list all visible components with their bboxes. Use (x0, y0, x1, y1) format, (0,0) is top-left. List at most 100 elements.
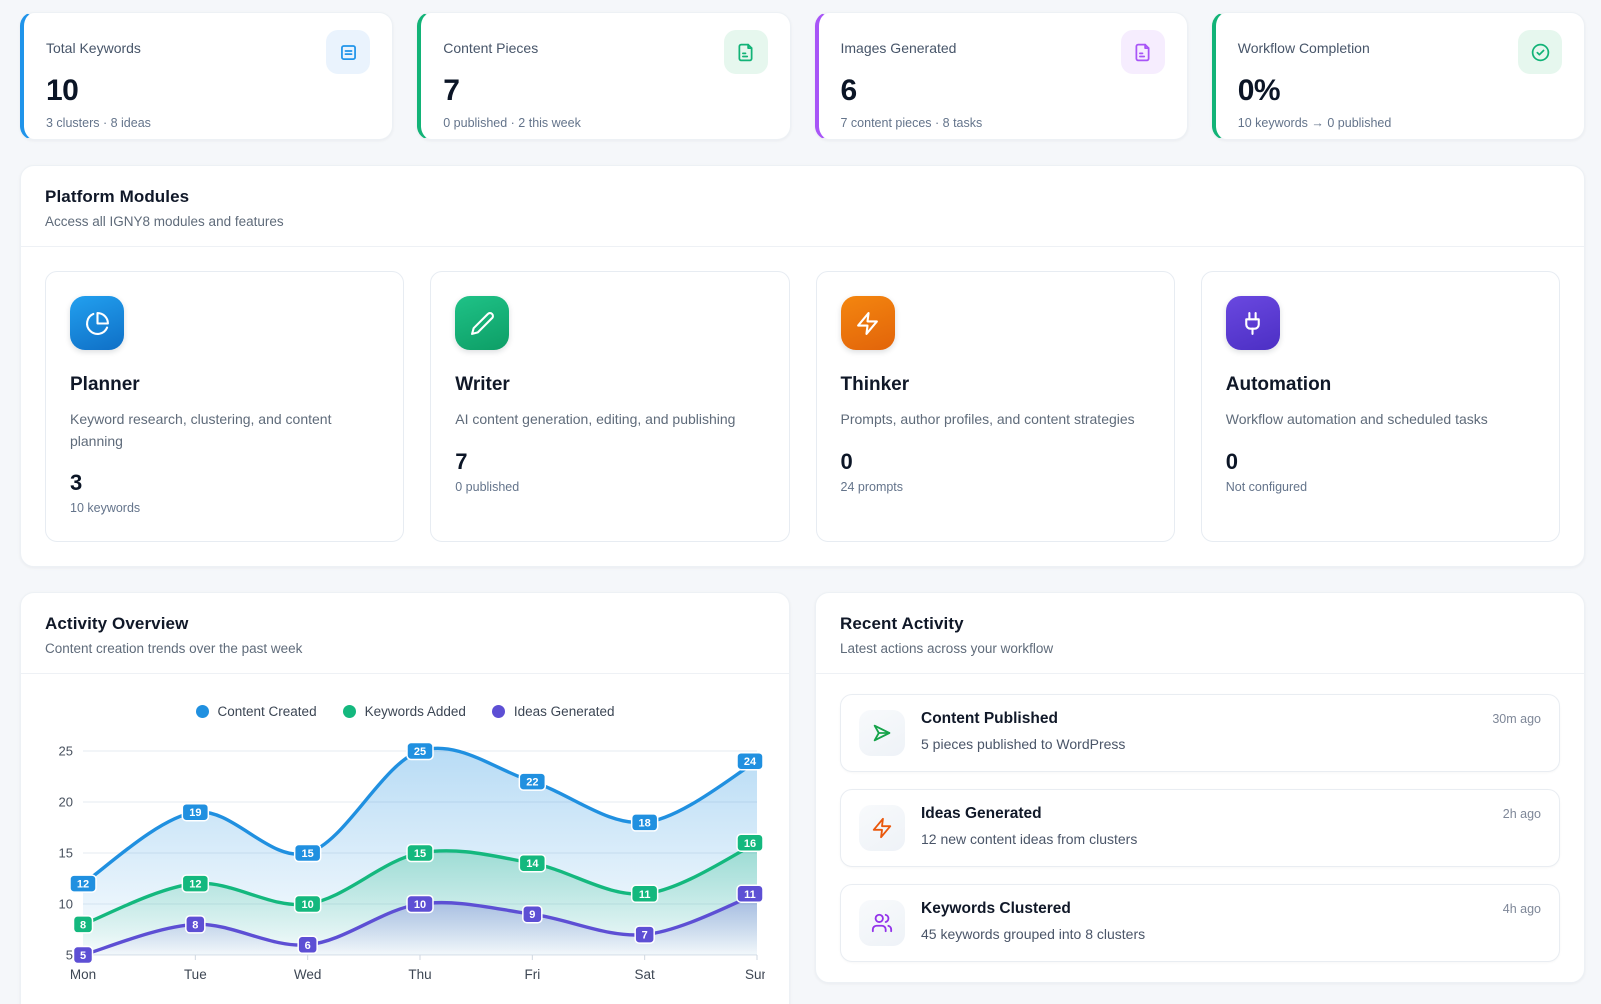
svg-text:Sat: Sat (635, 967, 656, 982)
svg-text:15: 15 (302, 848, 314, 860)
svg-text:14: 14 (526, 859, 539, 871)
stat-card-content-pieces: Content Pieces 7 0 published · 2 this we… (417, 12, 791, 140)
module-card-planner[interactable]: Planner Keyword research, clustering, an… (45, 271, 405, 543)
activity-title: Ideas Generated (921, 805, 1042, 823)
svg-text:9: 9 (529, 910, 535, 922)
svg-text:5: 5 (80, 950, 86, 962)
activity-time: 2h ago (1502, 807, 1541, 822)
file-text-icon (1120, 30, 1165, 74)
module-value: 7 (455, 448, 468, 474)
svg-text:8: 8 (80, 920, 86, 932)
module-name: Automation (1225, 374, 1332, 395)
document-lines-icon (326, 30, 371, 74)
svg-text:7: 7 (642, 930, 648, 942)
activity-item-ideas-generated: Ideas Generated 2h ago 12 new content id… (840, 789, 1560, 868)
svg-text:Sun: Sun (745, 967, 765, 982)
stat-label: Total Keywords (46, 40, 141, 56)
plug-icon (1225, 296, 1280, 350)
module-card-thinker[interactable]: Thinker Prompts, author profiles, and co… (815, 271, 1175, 543)
activity-description: 45 keywords grouped into 8 clusters (921, 926, 1146, 943)
divider (21, 246, 1584, 247)
svg-text:11: 11 (744, 889, 756, 901)
activity-overview-panel: Activity Overview Content creation trend… (20, 592, 790, 1004)
legend-item-ideas-generated[interactable]: Ideas Generated (491, 704, 615, 720)
module-subtext: 24 prompts (840, 479, 904, 494)
panel-subtitle: Latest actions across your workflow (840, 641, 1054, 657)
stat-card-workflow-completion: Workflow Completion 0% 10 keywords → 0 p… (1211, 12, 1585, 140)
module-value: 0 (840, 448, 853, 474)
stat-value: 10 (46, 74, 79, 107)
stat-card-images-generated: Images Generated 6 7 content pieces · 8 … (814, 12, 1188, 140)
panel-title: Activity Overview (45, 614, 189, 634)
chart-legend: Content Created Keywords Added Ideas Gen… (45, 704, 765, 719)
users-icon (859, 900, 905, 947)
stat-value: 6 (840, 74, 858, 107)
svg-text:10: 10 (302, 899, 314, 911)
svg-text:22: 22 (526, 777, 538, 789)
activity-item-keywords-clustered: Keywords Clustered 4h ago 45 keywords gr… (840, 884, 1560, 963)
svg-text:25: 25 (59, 744, 73, 759)
module-subtext: Not configured (1225, 479, 1308, 494)
panel-title: Recent Activity (840, 614, 964, 634)
lightning-icon (840, 296, 895, 350)
legend-item-content-created[interactable]: Content Created (195, 704, 317, 720)
svg-text:25: 25 (414, 746, 426, 758)
activity-description: 12 new content ideas from clusters (921, 831, 1138, 848)
stat-value: 0% (1237, 74, 1281, 107)
module-name: Planner (70, 374, 140, 395)
file-text-icon (723, 30, 768, 74)
divider (816, 673, 1584, 675)
activity-time: 30m ago (1492, 712, 1541, 727)
module-value: 3 (70, 470, 83, 496)
svg-text:24: 24 (744, 757, 757, 769)
svg-text:Mon: Mon (70, 967, 96, 982)
svg-text:8: 8 (192, 920, 198, 932)
stat-subtext: 0 published · 2 this week (443, 116, 581, 130)
module-value: 0 (1225, 448, 1238, 474)
svg-text:12: 12 (189, 879, 201, 891)
check-circle-icon (1518, 30, 1562, 74)
panel-subtitle: Access all IGNY8 modules and features (45, 214, 284, 229)
stat-subtext: 10 keywords → 0 published (1237, 116, 1392, 130)
stat-label: Workflow Completion (1237, 40, 1370, 56)
stat-label: Content Pieces (443, 40, 539, 56)
divider (21, 673, 789, 675)
module-card-automation[interactable]: Automation Workflow automation and sched… (1200, 271, 1560, 543)
module-subtext: 0 published (455, 479, 520, 494)
module-name: Thinker (840, 374, 910, 395)
legend-label: Ideas Generated (513, 704, 615, 720)
activity-title: Keywords Clustered (921, 900, 1071, 918)
stat-label: Images Generated (840, 40, 957, 56)
platform-modules-panel: Platform Modules Access all IGNY8 module… (20, 165, 1585, 568)
legend-dot (491, 705, 505, 719)
svg-text:10: 10 (59, 897, 73, 912)
activity-title: Content Published (921, 710, 1058, 728)
module-name: Writer (455, 374, 510, 395)
svg-text:15: 15 (59, 846, 73, 861)
pencil-icon (455, 296, 510, 350)
module-card-writer[interactable]: Writer AI content generation, editing, a… (430, 271, 790, 543)
lightning-icon (859, 805, 905, 852)
activity-item-content-published: Content Published 30m ago 5 pieces publi… (840, 694, 1560, 773)
legend-label: Keywords Added (364, 704, 466, 720)
module-description: AI content generation, editing, and publ… (455, 411, 736, 427)
legend-label: Content Created (217, 704, 317, 720)
svg-text:Wed: Wed (294, 967, 322, 982)
svg-text:6: 6 (305, 940, 311, 952)
stats-row: Total Keywords 10 3 clusters · 8 ideas C… (20, 12, 1585, 140)
module-description: Prompts, author profiles, and content st… (840, 411, 1135, 427)
stat-subtext: 3 clusters · 8 ideas (46, 116, 151, 130)
svg-text:12: 12 (77, 879, 89, 891)
send-icon (859, 710, 905, 757)
svg-text:15: 15 (414, 848, 426, 860)
panel-subtitle: Content creation trends over the past we… (45, 641, 303, 657)
svg-text:Thu: Thu (408, 967, 431, 982)
svg-text:18: 18 (639, 818, 651, 830)
legend-item-keywords-added[interactable]: Keywords Added (342, 704, 466, 720)
svg-text:19: 19 (189, 808, 201, 820)
svg-text:10: 10 (414, 899, 426, 911)
stat-value: 7 (443, 74, 460, 107)
legend-dot (342, 705, 356, 719)
recent-activity-panel: Recent Activity Latest actions across yo… (815, 592, 1585, 984)
